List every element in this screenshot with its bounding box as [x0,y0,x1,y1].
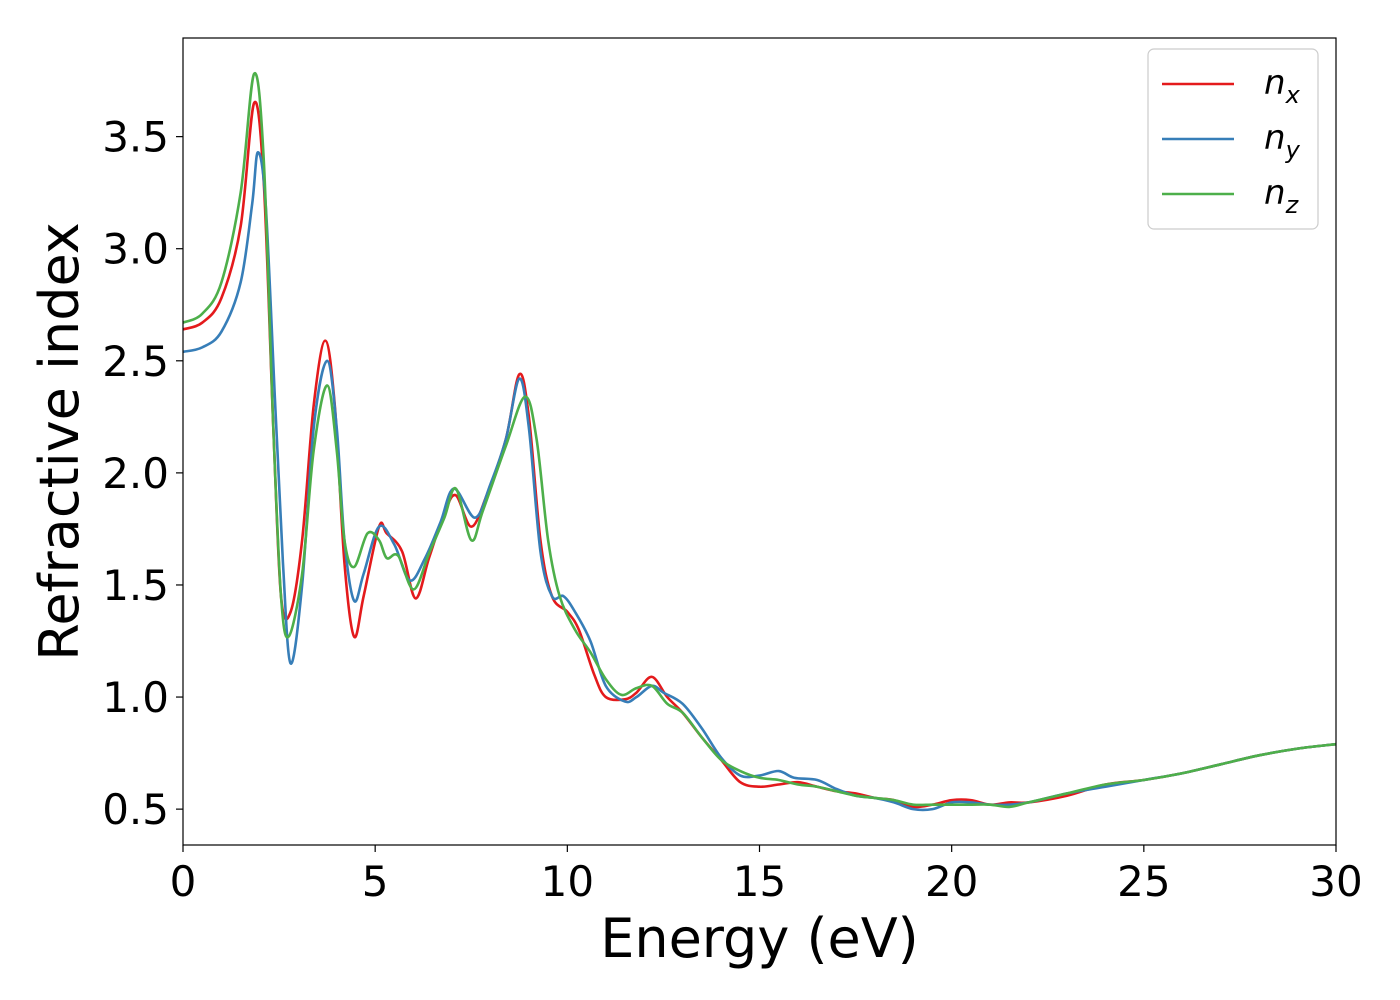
x-tick-label: 15 [733,857,786,906]
series-line-x [183,100,1336,809]
series-lines [183,71,1336,812]
x-tick-label: 10 [541,857,594,906]
y-tick-label: 1.5 [102,561,169,610]
legend-label-z: nz [1264,173,1300,219]
y-tick-label: 2.0 [102,449,169,498]
x-tick-label: 30 [1309,857,1362,906]
legend-label-x: nx [1264,63,1301,109]
y-tick-label: 3.5 [102,113,169,162]
legend-label-y: ny [1264,118,1301,164]
x-tick-label: 5 [362,857,389,906]
y-tick-label: 0.5 [102,785,169,834]
x-tick-label: 20 [925,857,978,906]
series-line-z [183,71,1336,809]
y-tick-label: 2.5 [102,337,169,386]
axis-ticks: 0 5 10 15 20 25 30 0.5 1.0 1.5 2.0 2.5 3.0 3.5 [102,113,1363,906]
y-axis-label: Refractive index [28,222,91,661]
legend: nx ny nz [1147,48,1319,230]
x-axis-label: Energy (eV) [600,907,919,970]
x-tick-label: 0 [170,857,197,906]
y-tick-label: 3.0 [102,225,169,274]
x-tick-label: 25 [1117,857,1170,906]
series-line-y [183,151,1336,812]
y-tick-label: 1.0 [102,673,169,722]
